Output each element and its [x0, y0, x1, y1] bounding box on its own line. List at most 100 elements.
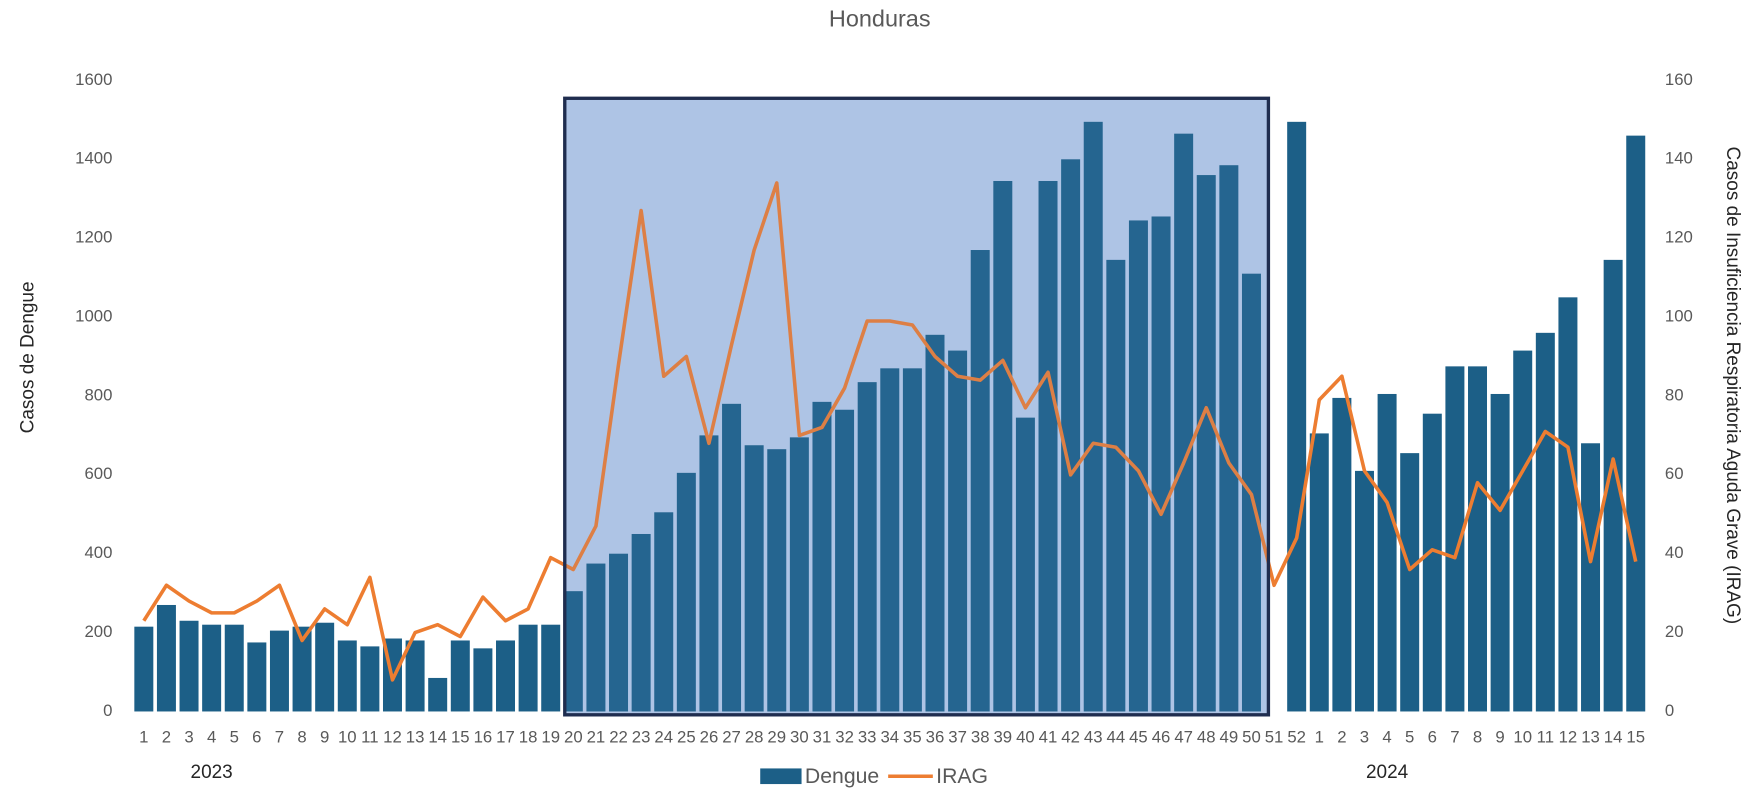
x-tick-label: 21: [587, 728, 606, 747]
bar: [450, 640, 470, 712]
bar: [473, 648, 493, 712]
x-tick-label: 20: [564, 728, 583, 747]
x-tick-label: 10: [1513, 728, 1532, 747]
bar: [202, 624, 222, 712]
bar: [835, 409, 855, 712]
y-tick-label: 400: [84, 543, 112, 562]
x-tick-label: 13: [1581, 728, 1600, 747]
x-tick-label: 39: [993, 728, 1012, 747]
x-tick-label: 37: [948, 728, 967, 747]
x-tick-label: 52: [1287, 728, 1306, 747]
x-tick-label: 2: [1337, 728, 1346, 747]
x-tick-label: 10: [338, 728, 357, 747]
x-tick-label: 23: [632, 728, 651, 747]
y2-tick-label: 20: [1665, 622, 1684, 641]
bar: [676, 472, 696, 712]
x-tick-label: 28: [745, 728, 764, 747]
y-tick-label: 600: [84, 464, 112, 483]
y2-tick-label: 60: [1665, 464, 1684, 483]
bar: [631, 533, 651, 712]
bar: [224, 624, 244, 712]
bar: [722, 403, 742, 712]
x-tick-label: 4: [1382, 728, 1391, 747]
y-tick-label: 1000: [75, 306, 112, 325]
legend-swatch: [760, 768, 802, 785]
bar: [1535, 332, 1555, 712]
bar: [1083, 121, 1103, 712]
line: [142, 181, 1638, 682]
x-tick-label: 9: [1495, 728, 1504, 747]
y2-tick-label: 160: [1665, 70, 1693, 89]
y-tick-label: 1400: [75, 149, 112, 168]
bar: [315, 622, 335, 712]
y2-tick-label: 100: [1665, 306, 1693, 325]
x-tick-label: 49: [1220, 728, 1239, 747]
x-tick-label: 44: [1107, 728, 1126, 747]
bar: [1581, 443, 1601, 712]
x-tick-label: 48: [1197, 728, 1216, 747]
x-tick-label: 7: [275, 728, 284, 747]
bar: [812, 401, 832, 712]
x-tick-label: 3: [184, 728, 193, 747]
bar: [744, 445, 764, 712]
x-tick-label: 33: [858, 728, 877, 747]
bar: [496, 640, 515, 712]
x-tick-label: 43: [1084, 728, 1103, 747]
y-tick-label: 800: [84, 385, 112, 404]
x-tick-label: 14: [1604, 728, 1623, 747]
bar: [247, 642, 267, 712]
x-tick-label: 47: [1174, 728, 1193, 747]
x-tick-label: 5: [1405, 728, 1414, 747]
chart-title: Honduras: [829, 5, 931, 31]
y2-tick-label: 40: [1665, 543, 1684, 562]
x-tick-label: 11: [361, 728, 378, 747]
x-tick-label: 5: [230, 728, 239, 747]
x-tick-label: 18: [519, 728, 538, 747]
x-tick-label: 8: [1473, 728, 1482, 747]
x-tick-label: 2: [162, 728, 171, 747]
year-label: 2024: [1366, 762, 1408, 783]
x-tick-label: 31: [813, 728, 832, 747]
x-tick-label: 8: [297, 728, 306, 747]
bar: [586, 563, 606, 712]
x-tick-label: 15: [451, 728, 470, 747]
x-tick-label: 24: [654, 728, 673, 747]
x-tick-label: 9: [320, 728, 329, 747]
bar: [337, 640, 357, 712]
y2-axis-title: Casos de Insuficiencia Respiratoria Agud…: [1722, 147, 1743, 625]
x-tick-label: 34: [880, 728, 899, 747]
bar: [428, 677, 448, 712]
bar: [156, 604, 176, 712]
bar: [1603, 259, 1623, 712]
bar: [948, 350, 968, 712]
bar: [1106, 259, 1126, 712]
x-tick-label: 15: [1626, 728, 1645, 747]
x-tick-label: 7: [1450, 728, 1459, 747]
y-tick-label: 1200: [75, 228, 112, 247]
x-tick-label: 16: [474, 728, 493, 747]
x-tick-label: 26: [700, 728, 719, 747]
x-tick-label: 41: [1039, 728, 1058, 747]
bar: [360, 646, 380, 712]
bar: [541, 624, 561, 712]
x-tick-label: 13: [406, 728, 425, 747]
bar: [1490, 393, 1510, 712]
bar: [1377, 393, 1397, 712]
bar: [1219, 165, 1239, 712]
bar: [699, 435, 719, 712]
bar: [1558, 297, 1578, 712]
x-tick-label: 25: [677, 728, 696, 747]
bar: [1015, 417, 1035, 712]
x-tick-label: 29: [767, 728, 786, 747]
bar: [1309, 433, 1329, 712]
x-tick-label: 3: [1360, 728, 1369, 747]
bar: [179, 620, 199, 712]
bar: [1038, 180, 1058, 712]
y2-tick-label: 140: [1665, 149, 1693, 168]
x-tick-label: 1: [1315, 728, 1324, 747]
legend-label: Dengue: [805, 765, 879, 788]
x-tick-label: 38: [971, 728, 990, 747]
bar: [925, 334, 945, 712]
bar: [1174, 133, 1194, 712]
